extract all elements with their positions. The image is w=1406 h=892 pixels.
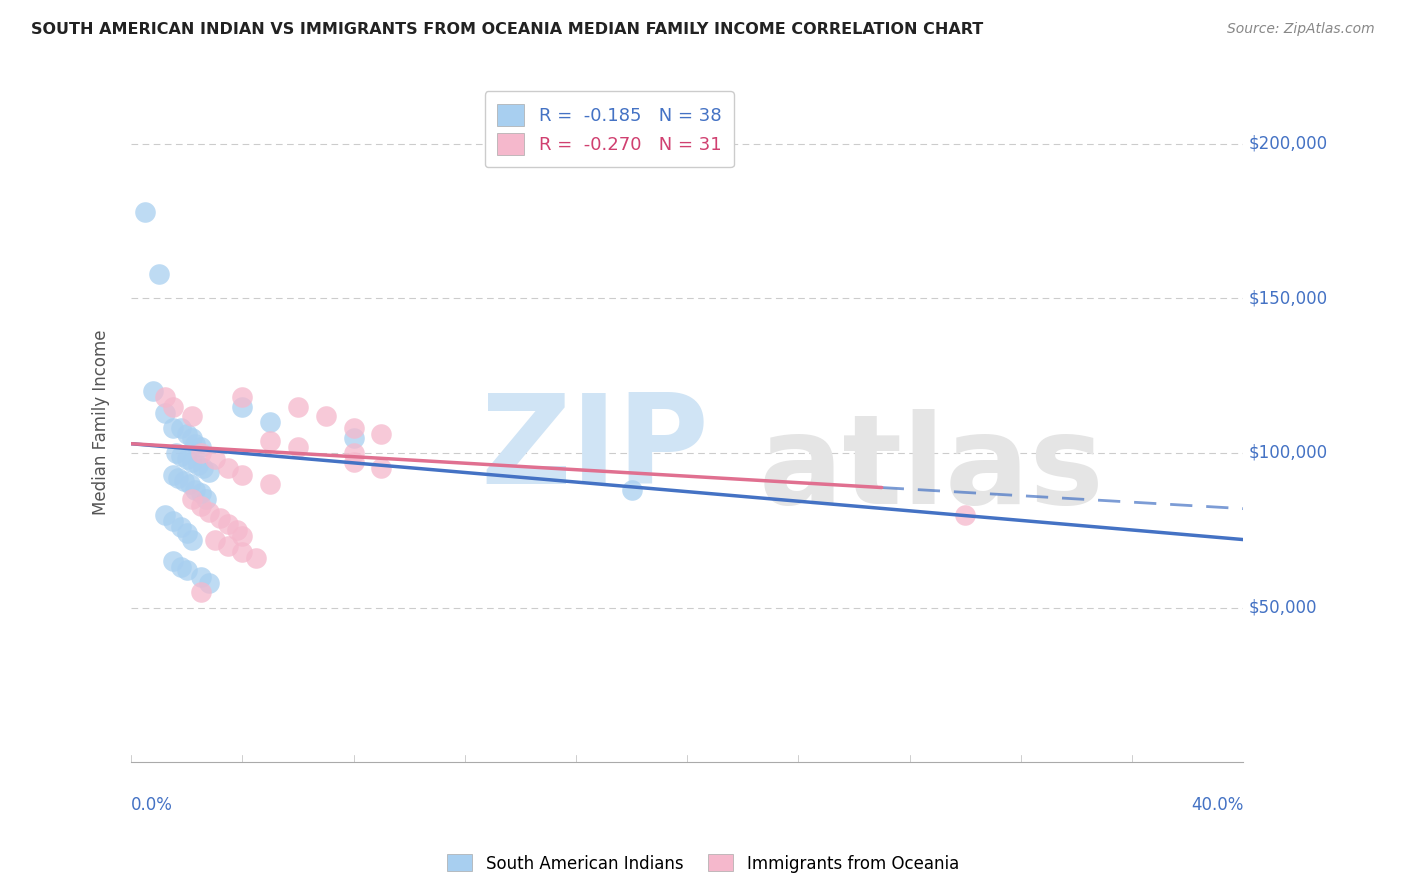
- Point: [315, 409, 337, 423]
- Point: [245, 551, 267, 566]
- Point: [190, 446, 212, 460]
- Point: [342, 455, 364, 469]
- Point: [190, 499, 212, 513]
- Point: [217, 461, 239, 475]
- Text: 0.0%: 0.0%: [131, 797, 173, 814]
- Point: [176, 452, 198, 467]
- Point: [198, 575, 221, 590]
- Point: [209, 511, 232, 525]
- Point: [181, 455, 204, 469]
- Point: [259, 415, 281, 429]
- Point: [181, 430, 204, 444]
- Point: [165, 446, 187, 460]
- Point: [153, 406, 176, 420]
- Point: [181, 533, 204, 547]
- Point: [187, 458, 209, 473]
- Text: $200,000: $200,000: [1249, 135, 1327, 153]
- Point: [287, 400, 309, 414]
- Point: [184, 483, 207, 497]
- Text: ZIP: ZIP: [481, 389, 710, 509]
- Point: [162, 554, 184, 568]
- Point: [370, 461, 392, 475]
- Point: [217, 517, 239, 532]
- Point: [231, 390, 253, 404]
- Point: [370, 427, 392, 442]
- Point: [198, 505, 221, 519]
- Point: [190, 585, 212, 599]
- Point: [953, 508, 976, 522]
- Point: [217, 539, 239, 553]
- Text: $150,000: $150,000: [1249, 289, 1327, 308]
- Text: $100,000: $100,000: [1249, 444, 1327, 462]
- Point: [342, 430, 364, 444]
- Point: [176, 427, 198, 442]
- Point: [134, 204, 156, 219]
- Point: [204, 452, 226, 467]
- Point: [190, 569, 212, 583]
- Text: SOUTH AMERICAN INDIAN VS IMMIGRANTS FROM OCEANIA MEDIAN FAMILY INCOME CORRELATIO: SOUTH AMERICAN INDIAN VS IMMIGRANTS FROM…: [31, 22, 983, 37]
- Point: [620, 483, 643, 497]
- Point: [170, 520, 193, 534]
- Point: [153, 390, 176, 404]
- Y-axis label: Median Family Income: Median Family Income: [93, 329, 110, 515]
- Point: [259, 476, 281, 491]
- Point: [287, 440, 309, 454]
- Point: [176, 526, 198, 541]
- Point: [162, 514, 184, 528]
- Point: [231, 529, 253, 543]
- Point: [162, 467, 184, 482]
- Point: [170, 560, 193, 574]
- Point: [231, 400, 253, 414]
- Point: [190, 486, 212, 500]
- Point: [167, 471, 190, 485]
- Point: [170, 449, 193, 463]
- Point: [153, 508, 176, 522]
- Point: [181, 409, 204, 423]
- Point: [259, 434, 281, 448]
- Legend: South American Indians, Immigrants from Oceania: South American Indians, Immigrants from …: [440, 847, 966, 880]
- Point: [181, 492, 204, 507]
- Point: [342, 421, 364, 435]
- Point: [342, 446, 364, 460]
- Point: [176, 564, 198, 578]
- Text: atlas: atlas: [759, 409, 1105, 530]
- Point: [231, 467, 253, 482]
- Point: [231, 545, 253, 559]
- Point: [179, 476, 201, 491]
- Point: [193, 461, 215, 475]
- Point: [162, 421, 184, 435]
- Text: Source: ZipAtlas.com: Source: ZipAtlas.com: [1227, 22, 1375, 37]
- Point: [225, 523, 247, 537]
- Point: [195, 492, 218, 507]
- Point: [204, 533, 226, 547]
- Point: [142, 384, 165, 398]
- Point: [190, 440, 212, 454]
- Point: [198, 465, 221, 479]
- Point: [170, 421, 193, 435]
- Point: [162, 400, 184, 414]
- Legend: R =  -0.185   N = 38, R =  -0.270   N = 31: R = -0.185 N = 38, R = -0.270 N = 31: [485, 91, 734, 168]
- Text: 40.0%: 40.0%: [1191, 797, 1243, 814]
- Point: [148, 267, 170, 281]
- Point: [184, 436, 207, 450]
- Point: [173, 474, 195, 488]
- Text: $50,000: $50,000: [1249, 599, 1317, 616]
